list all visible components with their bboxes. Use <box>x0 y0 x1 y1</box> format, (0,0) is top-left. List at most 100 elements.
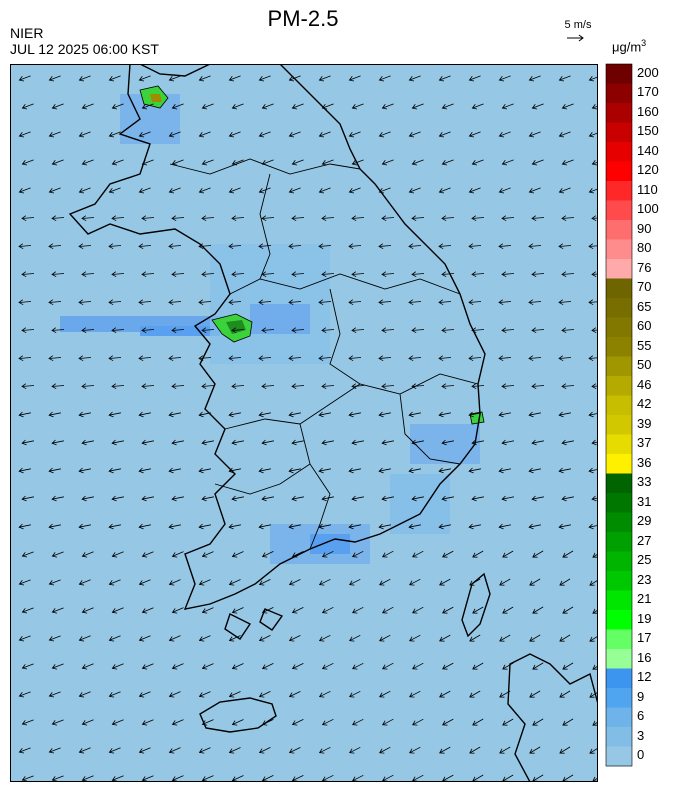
wind-arrow <box>111 439 124 446</box>
wind-arrow <box>591 215 598 222</box>
wind-arrow <box>381 383 395 390</box>
wind-arrow <box>111 719 124 726</box>
legend-label: 17 <box>637 630 652 646</box>
legend-swatch-160 <box>606 103 632 123</box>
boundary-a <box>169 158 361 175</box>
wind-arrow <box>471 103 484 110</box>
wind-arrow <box>81 159 94 166</box>
province-boundaries <box>169 158 479 550</box>
wind-arrow <box>138 411 151 418</box>
wind-arrow <box>51 551 64 558</box>
hotspot-north-core <box>150 94 162 102</box>
legend-label: 36 <box>637 454 652 470</box>
chungcheong-field <box>250 304 310 334</box>
wind-arrow <box>48 299 62 306</box>
legend-label: 60 <box>637 318 652 334</box>
wind-arrow <box>18 579 31 586</box>
wind-arrow <box>352 606 364 614</box>
wind-arrow <box>471 495 484 502</box>
wind-arrow <box>318 578 331 586</box>
wind-arrow <box>51 607 64 614</box>
wind-arrow <box>288 131 301 138</box>
wind-arrow <box>258 243 272 250</box>
wind-arrow <box>531 271 545 278</box>
wind-arrow <box>81 719 94 726</box>
wind-arrow <box>48 691 61 698</box>
wind-arrow <box>411 103 424 110</box>
wind-arrow <box>108 635 121 642</box>
wind-arrow <box>408 355 422 362</box>
wind-arrow <box>378 131 391 138</box>
wind-arrow <box>231 607 244 614</box>
wind-arrow <box>78 467 91 474</box>
wind-arrow <box>171 775 184 782</box>
wind-arrow <box>321 327 335 334</box>
wind-arrow <box>51 383 65 390</box>
wind-arrow <box>561 215 575 222</box>
wind-arrow <box>591 327 598 334</box>
wind-arrow <box>198 75 211 82</box>
wind-arrow <box>231 775 244 782</box>
wind-arrow <box>288 635 301 642</box>
wind-arrow <box>531 383 545 390</box>
wind-arrow <box>499 690 511 698</box>
wind-arrow <box>408 411 421 418</box>
legend-border <box>605 63 633 767</box>
wind-arrow <box>288 243 302 250</box>
wind-arrow <box>352 718 364 726</box>
wind-arrow <box>168 579 181 586</box>
wind-arrow <box>21 215 35 222</box>
wind-arrow <box>138 579 151 586</box>
wind-arrow <box>408 523 421 530</box>
wind-arrow <box>592 720 598 726</box>
wind-arrow <box>439 746 451 754</box>
wind-arrow <box>321 103 334 110</box>
wind-arrow <box>18 75 31 82</box>
wind-arrow <box>261 103 274 110</box>
wind-arrow <box>111 495 124 502</box>
wind-arrow <box>108 523 121 530</box>
wind-arrow <box>78 747 91 754</box>
wind-arrow <box>198 131 211 138</box>
wind-arrow <box>288 299 302 306</box>
wind-arrow <box>231 495 244 502</box>
wind-arrow <box>351 383 365 390</box>
legend-swatch-16 <box>606 649 632 669</box>
wind-arrow <box>168 523 181 530</box>
wind-arrow <box>351 439 364 446</box>
wind-arrow <box>529 690 541 698</box>
wind-arrow <box>81 607 94 614</box>
wind-arrow <box>18 467 31 474</box>
wind-arrow <box>171 215 185 222</box>
wind-arrow <box>138 355 152 362</box>
wind-arrow <box>438 355 452 362</box>
legend-swatch-150 <box>606 122 632 143</box>
legend-label: 19 <box>637 610 652 626</box>
wind-arrow <box>141 607 154 614</box>
wind-arrow <box>108 243 122 250</box>
wind-arrow <box>318 299 332 306</box>
wind-arrow <box>231 327 245 334</box>
wind-arrow <box>351 215 365 222</box>
wind-arrow <box>381 327 395 334</box>
wind-arrow <box>438 243 452 250</box>
wind-arrow <box>18 747 31 754</box>
wind-arrow <box>438 411 451 418</box>
wind-arrow <box>558 411 571 418</box>
wind-arrow <box>141 327 155 334</box>
legend-colorbar <box>605 63 633 767</box>
wind-arrow <box>499 634 511 642</box>
wind-arrow <box>591 271 598 278</box>
wind-arrow <box>321 383 335 390</box>
legend-swatch-27 <box>606 532 632 552</box>
wind-arrow <box>198 355 212 362</box>
legend-swatch-100 <box>606 200 632 221</box>
wind-arrow <box>201 551 214 558</box>
wind-arrow <box>591 104 598 110</box>
wind-arrow <box>141 495 154 502</box>
wind-arrow <box>291 663 304 670</box>
legend-swatch-46 <box>606 376 632 396</box>
wind-arrow <box>411 271 425 278</box>
boundary-e <box>259 173 271 280</box>
wind-arrow <box>78 355 92 362</box>
